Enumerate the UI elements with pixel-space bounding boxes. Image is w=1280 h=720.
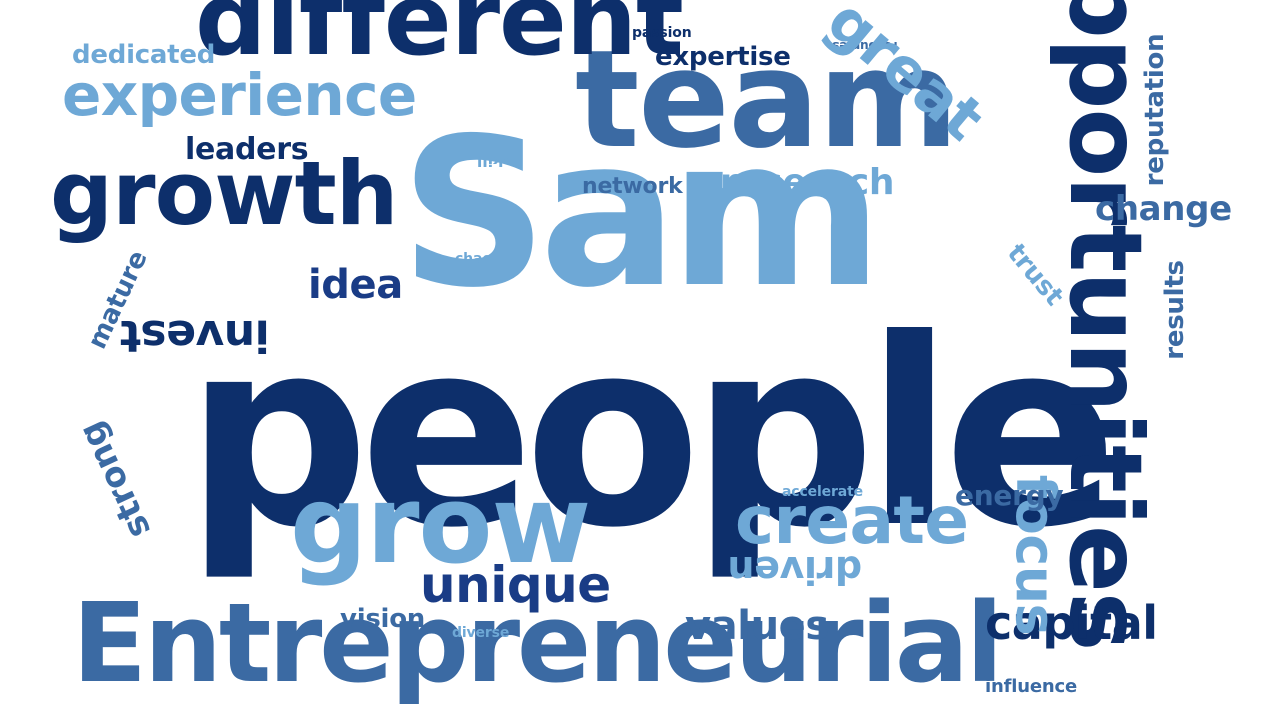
- word-people: people: [185, 284, 1118, 584]
- word-energy: energy: [955, 479, 1064, 512]
- word-reputation: reputation: [1140, 33, 1170, 187]
- word-influence: influence: [985, 676, 1078, 697]
- word-vision: vision: [340, 604, 426, 634]
- word-change: change: [1095, 189, 1232, 229]
- word-network: network: [582, 174, 683, 199]
- word-experience: experience: [62, 61, 417, 129]
- word-growth: growth: [50, 142, 398, 245]
- word-expertise: expertise: [655, 42, 791, 72]
- word-strong: strong: [70, 415, 160, 545]
- word-skill: skill: [477, 151, 513, 170]
- word-accelerate: accelerate: [782, 484, 863, 500]
- word-create: create: [735, 482, 969, 559]
- word-diverse: diverse: [452, 625, 510, 641]
- word-chaos: chaos: [455, 251, 500, 267]
- word-team: team: [575, 21, 959, 178]
- word-values: values: [685, 603, 829, 649]
- word-passion: passion: [632, 25, 692, 41]
- word-sam: Sam: [400, 95, 883, 333]
- word-grow: grow: [290, 463, 591, 588]
- word-leaders: leaders: [185, 132, 309, 167]
- word-different: different: [195, 0, 684, 78]
- word-idea: idea: [308, 262, 403, 308]
- word-dedicated: dedicated: [72, 40, 216, 70]
- word-driven: driven: [727, 548, 863, 592]
- word-results: results: [1160, 260, 1190, 360]
- word-entrepreneurial: Entrepreneurial: [72, 579, 1003, 707]
- word-invest: invest: [120, 310, 270, 361]
- word-unique: unique: [420, 556, 611, 614]
- word-capital: capital: [985, 596, 1158, 650]
- word-research: research: [720, 162, 895, 203]
